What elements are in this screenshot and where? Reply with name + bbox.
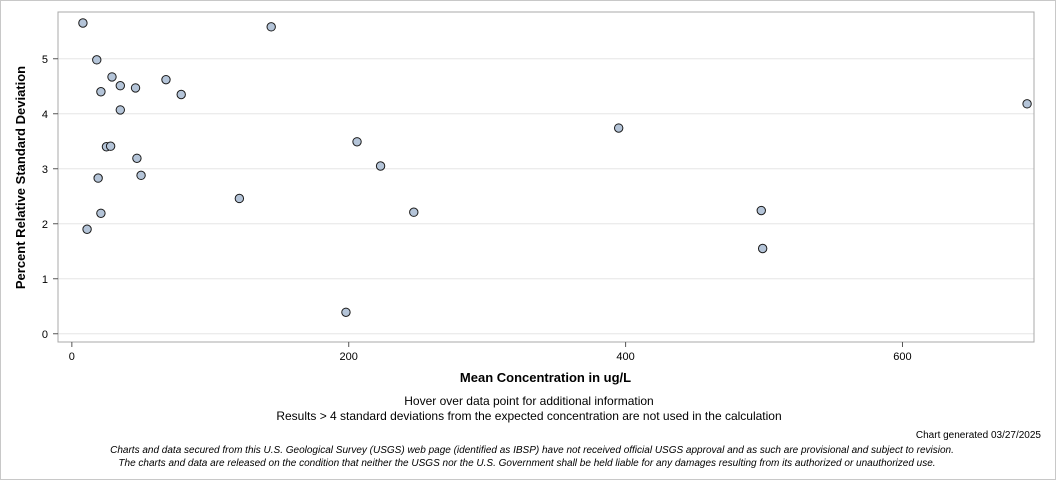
data-point[interactable]	[115, 105, 125, 115]
results-note: Results > 4 standard deviations from the…	[276, 409, 782, 423]
data-point[interactable]	[132, 153, 142, 164]
data-point[interactable]	[136, 170, 146, 181]
y-axis-title: Percent Relative Standard Deviation	[13, 66, 28, 289]
data-point[interactable]	[161, 74, 171, 85]
gridlines	[58, 58, 1034, 335]
data-point[interactable]	[78, 18, 88, 28]
generated-date: Chart generated 03/27/2025	[915, 430, 1041, 441]
plot-area	[57, 11, 1035, 343]
data-point[interactable]	[375, 161, 386, 171]
hover-note: Hover over data point for additional inf…	[404, 394, 654, 408]
x-tick-label: 0	[69, 351, 75, 363]
data-point[interactable]	[757, 243, 768, 254]
x-axis: 0 200 400 600	[69, 342, 912, 363]
data-point[interactable]	[352, 137, 362, 147]
x-tick-label: 400	[616, 351, 634, 363]
data-point[interactable]	[96, 208, 106, 219]
data-point[interactable]	[409, 207, 419, 217]
data-point[interactable]	[82, 224, 92, 234]
data-point[interactable]	[115, 81, 125, 91]
disclaimer-line-1: Charts and data secured from this U.S. G…	[110, 445, 954, 456]
data-point[interactable]	[234, 193, 245, 204]
y-tick-label: 4	[42, 109, 48, 121]
data-point[interactable]	[613, 123, 624, 133]
y-tick-label: 3	[42, 164, 48, 176]
data-point[interactable]	[130, 83, 141, 93]
x-tick-label: 600	[893, 351, 911, 363]
x-axis-title: Mean Concentration in ug/L	[460, 370, 631, 385]
y-axis: 0 1 2 3 4 5	[42, 54, 58, 341]
y-tick-label: 2	[42, 219, 48, 231]
data-point[interactable]	[93, 173, 103, 183]
scatter-chart: 0 200 400 600 0 1 2 3 4 5 Mean Concentration in …	[13, 11, 1035, 385]
y-tick-label: 5	[42, 54, 48, 66]
data-point[interactable]	[1022, 99, 1032, 109]
data-point[interactable]	[266, 22, 276, 32]
data-point[interactable]	[107, 72, 117, 82]
data-point[interactable]	[105, 141, 116, 151]
data-points	[78, 18, 1032, 317]
data-point[interactable]	[92, 55, 102, 65]
disclaimer-line-2: The charts and data are released on the …	[118, 458, 936, 469]
y-tick-label: 0	[42, 329, 48, 341]
data-point[interactable]	[756, 205, 766, 216]
x-tick-label: 200	[340, 351, 358, 363]
data-point[interactable]	[341, 307, 351, 317]
y-tick-label: 1	[42, 274, 48, 286]
data-point[interactable]	[96, 87, 106, 97]
data-point[interactable]	[176, 89, 186, 100]
